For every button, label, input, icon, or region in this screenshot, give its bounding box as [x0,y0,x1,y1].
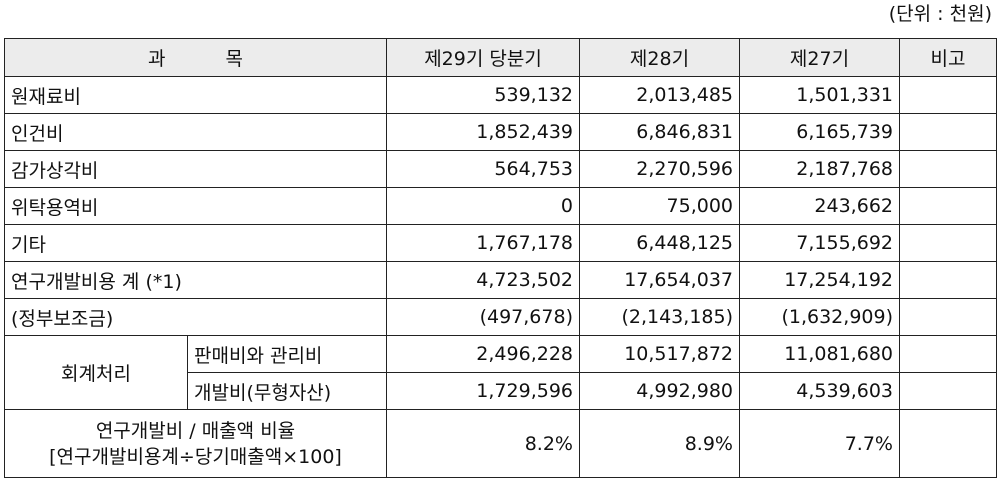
cell-value: 539,132 [386,76,580,114]
row-label: 인건비 [4,113,387,151]
table-row-accounting: 개발비(무형자산) 1,729,596 4,992,980 4,539,603 [5,372,997,410]
cell-value: 1,729,596 [386,372,580,410]
cell-value: 8.2% [386,409,580,478]
cell-value: 1,767,178 [386,224,580,262]
row-label: 감가상각비 [4,150,387,188]
cell-value: 11,081,680 [739,335,900,373]
cell-value: 4,992,980 [579,372,740,410]
table-row: 위탁용역비 0 75,000 243,662 [4,187,997,225]
header-subject-left: 과 [148,48,166,70]
cell-value: 17,254,192 [739,261,900,299]
cell-note [899,224,997,262]
cell-value: 17,654,037 [579,261,740,299]
cell-value: 2,187,768 [739,150,900,188]
cell-note [899,298,997,336]
row-label: 기타 [4,224,387,262]
table-row-total: 연구개발비용 계 (*1) 4,723,502 17,654,037 17,25… [4,261,997,299]
cell-note [899,150,997,188]
cell-value: 6,846,831 [579,113,740,151]
table-row: 감가상각비 564,753 2,270,596 2,187,768 [4,150,997,188]
cell-value: 75,000 [579,187,740,225]
row-label: 판매비와 관리비 [187,335,387,373]
row-label: 원재료비 [4,76,387,114]
table-row: 기타 1,767,178 6,448,125 7,155,692 [4,224,997,262]
header-col-q29: 제29기 당분기 [386,38,580,77]
cell-note [899,409,997,478]
cell-note [899,335,997,373]
header-subject-right: 목 [225,48,243,70]
cell-value: 8.9% [579,409,740,478]
cell-value: 2,013,485 [579,76,740,114]
cell-value: 564,753 [386,150,580,188]
header-col-note: 비고 [899,38,997,77]
cell-value: 6,448,125 [579,224,740,262]
cell-value: 10,517,872 [579,335,740,373]
row-label: (정부보조금) [4,298,387,336]
cell-value: 243,662 [739,187,900,225]
row-label: 연구개발비용 계 (*1) [4,261,387,299]
cell-note [899,261,997,299]
cell-value: (497,678) [386,298,580,336]
table-row: 원재료비 539,132 2,013,485 1,501,331 [4,76,997,114]
accounting-group-label: 회계처리 [4,335,188,410]
cell-value: 7.7% [739,409,900,478]
table-row-ratio: 연구개발비 / 매출액 비율 [연구개발비용계÷당기매출액×100] 8.2% … [4,409,997,478]
cell-note [899,113,997,151]
cell-value: 0 [386,187,580,225]
cell-value: 6,165,739 [739,113,900,151]
header-col-27: 제27기 [739,38,900,77]
ratio-label: 연구개발비 / 매출액 비율 [연구개발비용계÷당기매출액×100] [4,409,387,478]
cell-note [899,187,997,225]
table-row-accounting: 회계처리 판매비와 관리비 2,496,228 10,517,872 11,08… [4,335,997,410]
ratio-label-line1: 연구개발비 / 매출액 비율 [95,419,296,442]
row-label: 개발비(무형자산) [187,372,387,410]
cell-value: 4,723,502 [386,261,580,299]
cell-value: 4,539,603 [739,372,900,410]
table-row-subsidy: (정부보조금) (497,678) (2,143,185) (1,632,909… [4,298,997,336]
header-col-28: 제28기 [579,38,740,77]
cell-value: 1,852,439 [386,113,580,151]
cell-value: 1,501,331 [739,76,900,114]
cell-note [899,76,997,114]
unit-note: (단위 : 천원) [888,3,992,25]
cell-note [899,372,997,410]
table-row: 인건비 1,852,439 6,846,831 6,165,739 [4,113,997,151]
cell-value: 7,155,692 [739,224,900,262]
row-label: 위탁용역비 [4,187,387,225]
cell-value: 2,496,228 [386,335,580,373]
cell-value: (2,143,185) [579,298,740,336]
cell-value: (1,632,909) [739,298,900,336]
ratio-label-line2: [연구개발비용계÷당기매출액×100] [49,445,342,468]
cell-value: 2,270,596 [579,150,740,188]
